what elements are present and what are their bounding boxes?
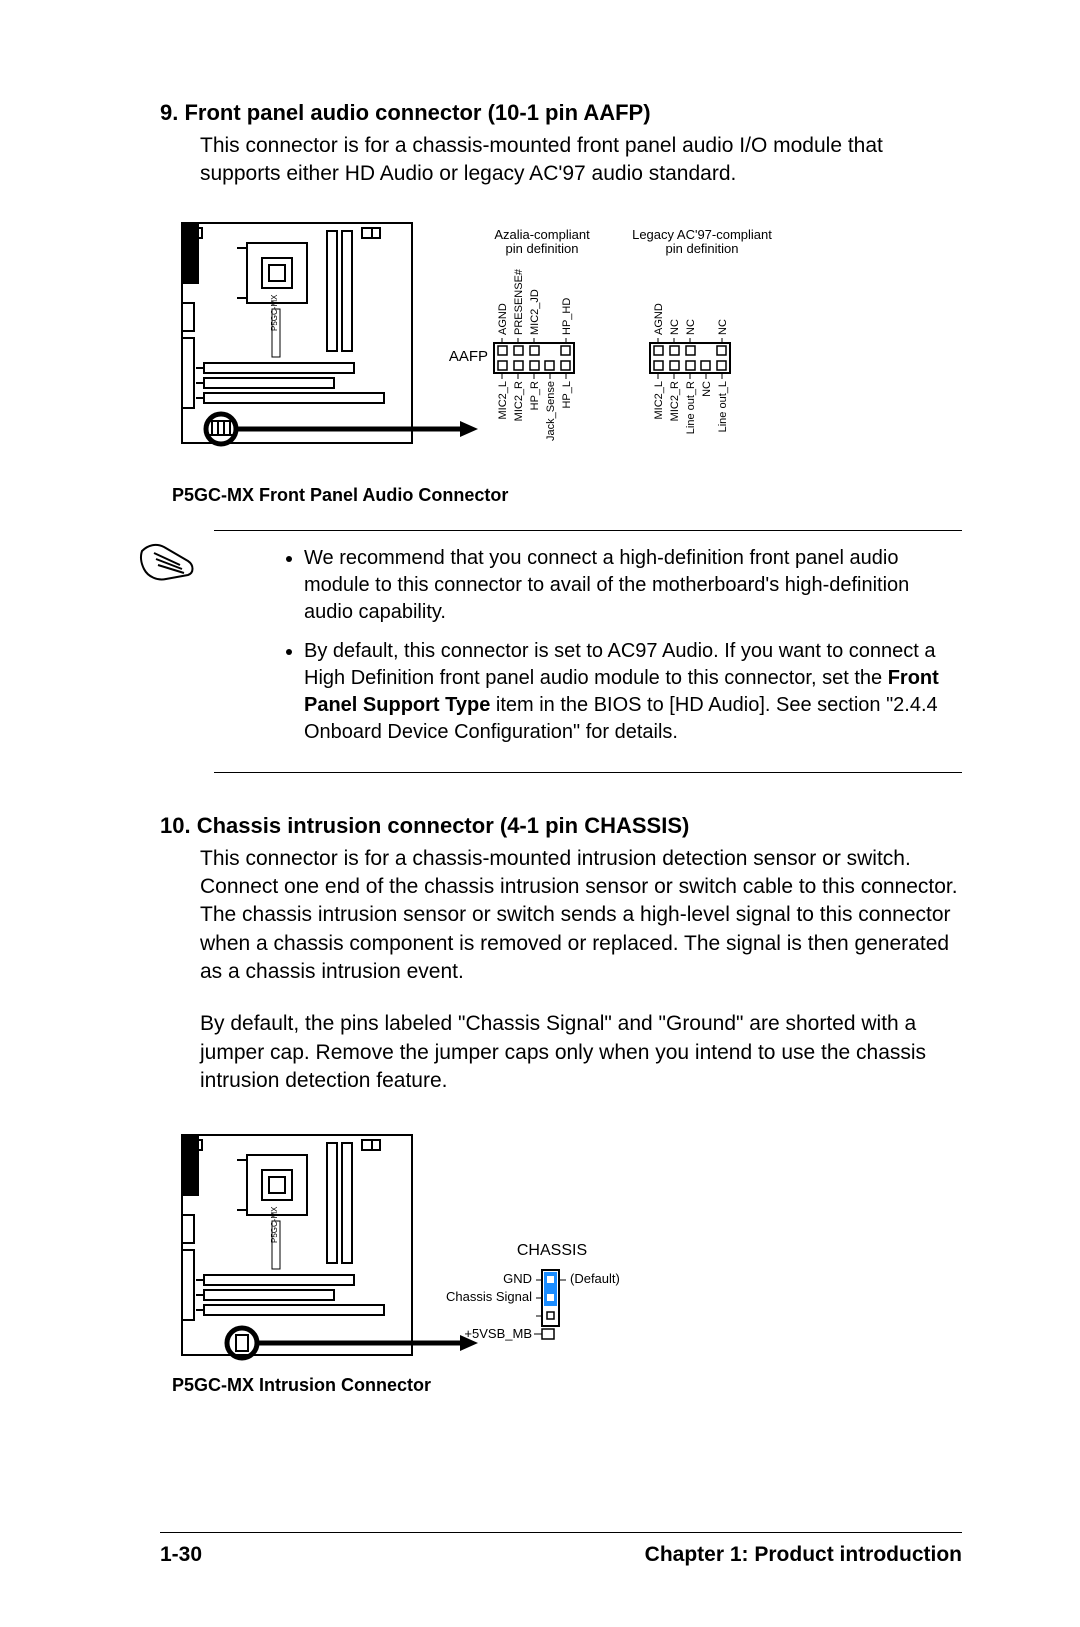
section-10: 10. Chassis intrusion connector (4-1 pin… — [160, 813, 962, 1397]
section-9: 9. Front panel audio connector (10-1 pin… — [160, 100, 962, 773]
chassis-diagram: P5GC-MX CHASSIS GND Chassis Sign — [172, 1125, 962, 1396]
page-footer: 1-30 Chapter 1: Product introduction — [160, 1532, 962, 1567]
svg-text:MIC2_R: MIC2_R — [513, 381, 525, 421]
diagram-caption: P5GC-MX Front Panel Audio Connector — [172, 485, 962, 506]
hand-note-icon — [138, 541, 200, 593]
svg-text:NC: NC — [685, 319, 697, 335]
svg-text:NC: NC — [669, 319, 681, 335]
page-number: 1-30 — [160, 1543, 202, 1567]
svg-text:AGND: AGND — [653, 303, 665, 335]
svg-text:AGND: AGND — [497, 303, 509, 335]
svg-text:PRESENSE#: PRESENSE# — [513, 268, 525, 335]
section-body: This connector is for a chassis-mounted … — [160, 132, 962, 189]
svg-text:GND: GND — [503, 1271, 532, 1286]
note-item-1: We recommend that you connect a high-def… — [304, 545, 962, 626]
note-box: We recommend that you connect a high-def… — [214, 530, 962, 773]
azalia-header-1: Azalia-compliant — [494, 227, 590, 242]
svg-text:(Default): (Default) — [570, 1271, 620, 1286]
svg-text:MIC2_L: MIC2_L — [497, 381, 509, 420]
svg-text:Line out_R: Line out_R — [685, 381, 697, 434]
aafp-label: AAFP — [449, 348, 488, 365]
board-label: P5GC-MX — [270, 294, 279, 331]
section-body-1: This connector is for a chassis-mounted … — [160, 845, 962, 987]
chapter-title: Chapter 1: Product introduction — [645, 1543, 962, 1567]
svg-text:MIC2_JD: MIC2_JD — [529, 289, 541, 335]
aafp-diagram: P5GC-MX Azalia-compliant pin definition … — [172, 213, 962, 473]
svg-text:NC: NC — [717, 319, 729, 335]
section-heading: 10. Chassis intrusion connector (4-1 pin… — [160, 813, 962, 839]
legacy-header-1: Legacy AC'97-compliant — [632, 227, 772, 242]
svg-text:Line out_L: Line out_L — [717, 381, 729, 432]
note-item-2: By default, this connector is set to AC9… — [304, 638, 962, 746]
svg-text:HP_HD: HP_HD — [561, 297, 573, 334]
svg-text:Jack_Sense: Jack_Sense — [545, 381, 557, 441]
svg-text:pin definition: pin definition — [506, 241, 579, 256]
section-body-2: By default, the pins labeled "Chassis Si… — [160, 1010, 962, 1095]
svg-text:HP_L: HP_L — [561, 381, 573, 409]
diagram-caption-2: P5GC-MX Intrusion Connector — [172, 1375, 962, 1396]
section-heading: 9. Front panel audio connector (10-1 pin… — [160, 100, 962, 126]
svg-text:HP_R: HP_R — [529, 381, 541, 410]
svg-text:+5VSB_MB: +5VSB_MB — [464, 1326, 532, 1341]
svg-text:Chassis Signal: Chassis Signal — [446, 1289, 532, 1304]
svg-text:NC: NC — [701, 381, 713, 397]
svg-text:MIC2_L: MIC2_L — [653, 381, 665, 420]
svg-text:pin definition: pin definition — [666, 241, 739, 256]
note-list: We recommend that you connect a high-def… — [214, 545, 962, 746]
svg-text:MIC2_R: MIC2_R — [669, 381, 681, 421]
svg-text:P5GC-MX: P5GC-MX — [270, 1206, 279, 1243]
svg-text:CHASSIS: CHASSIS — [517, 1242, 587, 1259]
